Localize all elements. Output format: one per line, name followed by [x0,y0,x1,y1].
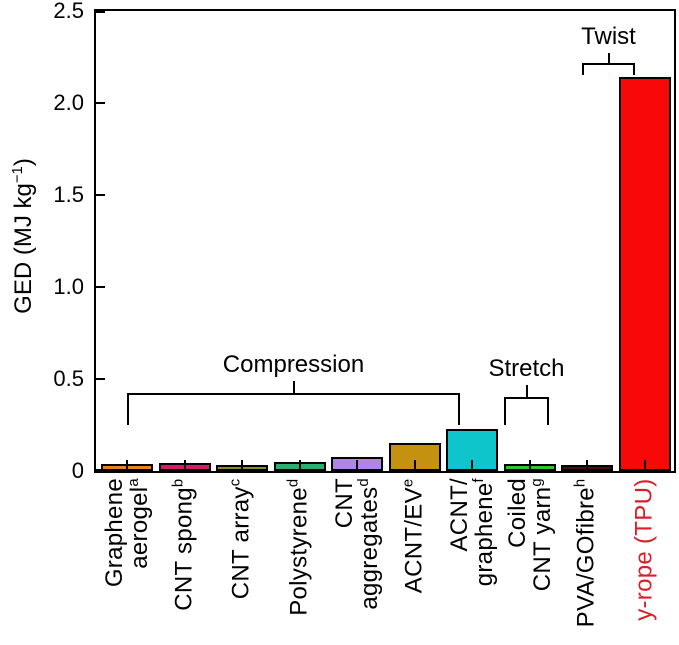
x-tick-label-line: graphenef [471,478,498,587]
x-tick-label-line: aerogela [126,478,153,569]
y-axis-title: GED (MJ kg−1) [10,126,38,346]
x-tick-label-line: ACNT/ [446,478,473,552]
y-tick-label: 2.5 [53,0,84,23]
y-axis-tick [96,286,105,288]
x-tick-label-line: CNT [331,478,358,529]
x-tick-label-superscript: g [528,478,545,487]
bar-y-rope-tpu- [618,77,671,471]
y-axis-tick [96,194,105,196]
x-axis-tick [413,460,416,471]
x-tick-label-superscript: c [227,478,244,486]
x-tick-label-line: ACNT/EVe [400,478,427,593]
bracket-compression [127,393,460,425]
x-tick-label-line: Polystyrened [285,478,312,616]
x-tick-label-line: CNT spongb [170,478,197,611]
x-tick-label-superscript: a [126,478,142,487]
y-axis-tick [96,11,105,13]
x-axis-tick [183,460,186,471]
y-axis-tick [96,102,105,104]
y-axis-tick [96,469,105,471]
x-tick-label-superscript: d [356,478,372,487]
x-axis-tick [356,460,358,471]
x-axis-tick [471,460,473,471]
y-tick-label: 0 [71,458,84,483]
y-tick-label: 2.0 [53,90,84,115]
x-tick-label: Graphene aerogela [101,478,153,645]
x-tick-label: CNT arrayc [227,478,256,645]
x-tick-label: CNT spongb [170,478,198,645]
x-tick-label: ACNT/EVe [400,478,428,645]
x-tick-label-superscript: d [285,478,301,487]
x-tick-label: Coiled CNT yarng [503,478,556,645]
y-axis-title-close: ) [10,158,37,167]
x-axis-tick [298,460,301,471]
x-tick-label: ACNT/graphenef [446,478,498,645]
x-axis-tick [241,460,243,471]
bracket-twist [582,63,635,75]
bracket-center-tick [292,381,295,393]
bracket-label-compression: Compression [222,351,365,378]
bracket-label-twist: Twist [581,23,636,50]
x-tick-label-line: CNT arrayc [227,478,255,599]
y-axis-tick [96,378,105,380]
y-axis-title-superscript: −1 [10,166,26,184]
x-tick-label: PVA/GOfibreh [572,478,601,645]
x-axis-tick [528,460,531,471]
x-tick-label-line: Graphene [101,478,128,588]
x-tick-label: y-rope (TPU) [630,478,658,645]
x-tick-label-superscript: b [170,478,186,487]
bracket-label-stretch: Stretch [488,355,565,382]
y-tick-label: 0.5 [53,366,84,391]
x-tick-label-line: PVA/GOfibreh [572,478,600,627]
x-axis-tick [586,460,588,471]
x-tick-label: Polystyrened [285,478,313,645]
plot-area: Compression Stretch Twist [94,9,676,473]
x-tick-label-line: y-rope (TPU) [630,478,657,621]
x-tick-label-superscript: f [471,478,487,483]
x-axis-tick [643,460,646,471]
x-axis-tick [126,460,128,471]
bracket-center-tick [607,53,610,63]
x-tick-label: CNT aggregatesd [331,478,383,645]
bracket-stretch [504,397,549,425]
x-tick-label-superscript: e [400,478,416,487]
y-tick-label: 1.0 [53,274,84,299]
x-tick-label-line: aggregatesd [356,478,383,610]
x-tick-label-superscript: h [572,478,589,487]
bracket-center-tick [525,385,528,397]
x-tick-label-line: CNT yarng [528,478,556,592]
y-tick-label: 1.5 [53,182,84,207]
x-tick-label-line: Coiled [503,478,531,548]
